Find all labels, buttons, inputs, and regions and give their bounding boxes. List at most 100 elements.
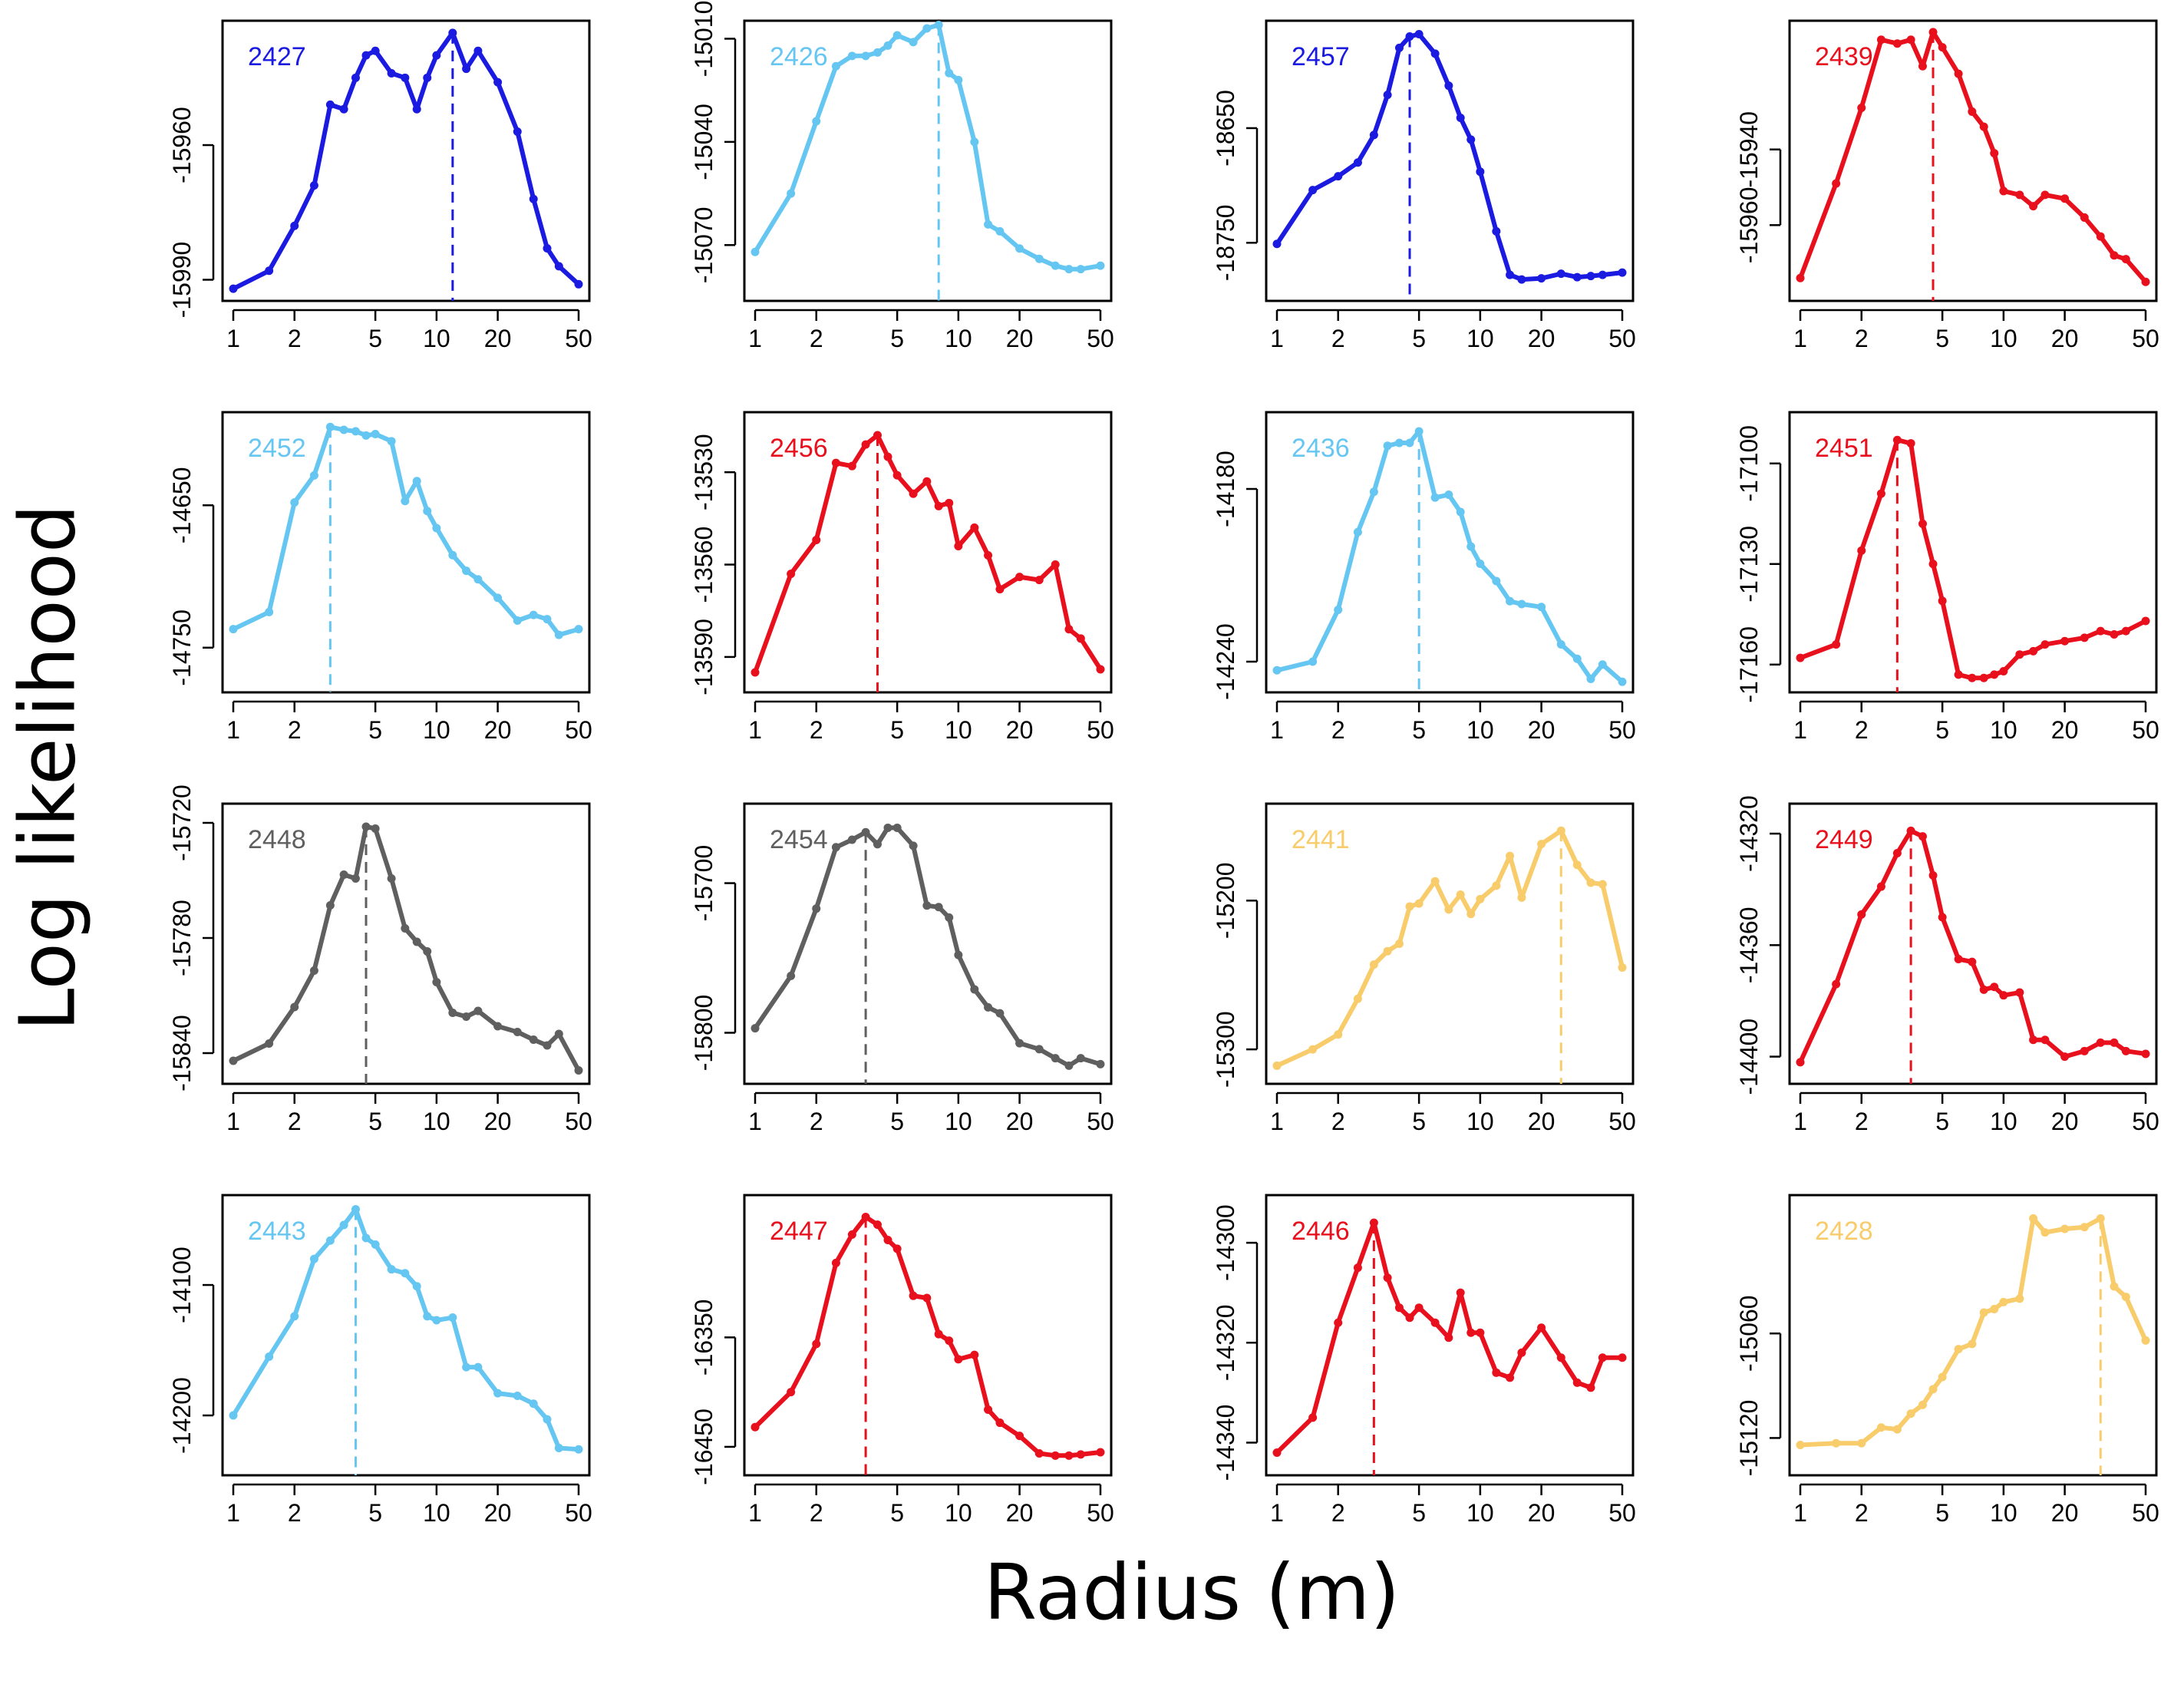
data-point bbox=[1466, 910, 1476, 919]
x-tick-label: 50 bbox=[1087, 716, 1114, 744]
data-point bbox=[2029, 646, 2038, 656]
data-point bbox=[473, 1006, 483, 1016]
data-point bbox=[2110, 251, 2119, 260]
x-tick-label: 50 bbox=[2132, 716, 2159, 744]
series-line bbox=[753, 433, 1103, 675]
data-point bbox=[883, 452, 892, 461]
y-tick-label: -13590 bbox=[690, 619, 718, 695]
data-point bbox=[1334, 1030, 1343, 1039]
data-point bbox=[812, 1339, 821, 1349]
data-point bbox=[954, 950, 963, 959]
y-tick-label: -17160 bbox=[1735, 626, 1763, 703]
data-point bbox=[401, 73, 410, 82]
data-point bbox=[1051, 560, 1060, 570]
data-point bbox=[751, 1422, 760, 1432]
x-tick-label: 10 bbox=[1466, 1108, 1494, 1135]
data-point bbox=[1430, 49, 1440, 58]
data-point bbox=[1857, 104, 1866, 112]
series-line bbox=[1798, 828, 2148, 1065]
x-tick-label: 2 bbox=[810, 1108, 823, 1135]
panel-frame bbox=[1788, 411, 2158, 694]
data-point bbox=[1999, 991, 2008, 1000]
data-point bbox=[2060, 636, 2070, 646]
x-tick-label: 20 bbox=[1006, 716, 1034, 744]
x-tick-label: 5 bbox=[1412, 716, 1426, 744]
data-point bbox=[1096, 1059, 1105, 1068]
data-point bbox=[1383, 946, 1392, 956]
x-tick-label: 5 bbox=[368, 325, 382, 352]
data-point bbox=[873, 840, 882, 849]
data-point bbox=[229, 1056, 238, 1065]
data-point bbox=[387, 68, 396, 78]
data-point bbox=[412, 937, 421, 946]
data-point bbox=[1369, 1218, 1378, 1227]
y-tick-label: -15720 bbox=[168, 784, 196, 861]
data-point bbox=[922, 24, 932, 33]
data-point bbox=[229, 284, 238, 293]
data-point bbox=[290, 1312, 299, 1321]
data-point bbox=[229, 625, 238, 634]
x-axis-title: Radius (m) bbox=[983, 1547, 1400, 1637]
panel-frame bbox=[1788, 1194, 2158, 1477]
data-point bbox=[401, 924, 410, 933]
y-tick-label: -17130 bbox=[1735, 526, 1763, 603]
data-point bbox=[1572, 272, 1582, 282]
y-tick-label: -15010 bbox=[690, 1, 718, 78]
data-point bbox=[473, 575, 483, 584]
data-point bbox=[309, 471, 318, 480]
data-point bbox=[847, 1230, 856, 1239]
data-point bbox=[1979, 122, 1988, 131]
data-point bbox=[873, 431, 882, 440]
data-point bbox=[1954, 670, 1963, 679]
data-point bbox=[574, 279, 583, 289]
x-tick-label: 20 bbox=[484, 325, 512, 352]
y-tick-label: -15960 bbox=[168, 107, 196, 183]
data-point bbox=[325, 422, 335, 431]
x-tick-label: 1 bbox=[1270, 1499, 1284, 1527]
data-point bbox=[265, 607, 274, 616]
x-tick-label: 20 bbox=[484, 1108, 512, 1135]
data-point bbox=[1537, 1323, 1546, 1333]
x-tick-label: 1 bbox=[1793, 1499, 1807, 1527]
data-point bbox=[1517, 893, 1526, 902]
y-tick-label: -15040 bbox=[690, 104, 718, 180]
panel-label: 2456 bbox=[770, 434, 828, 463]
data-point bbox=[1456, 890, 1465, 900]
panel-label: 2443 bbox=[248, 1217, 306, 1246]
data-point bbox=[922, 477, 932, 486]
data-point bbox=[995, 1009, 1005, 1018]
data-point bbox=[1968, 673, 1977, 682]
data-point bbox=[1476, 894, 1485, 903]
data-point bbox=[1928, 871, 1938, 880]
data-point bbox=[1892, 39, 1902, 48]
panel-label: 2446 bbox=[1292, 1217, 1350, 1246]
x-tick-label: 10 bbox=[1990, 1108, 2017, 1135]
data-point bbox=[1444, 905, 1453, 914]
data-point bbox=[1272, 239, 1282, 249]
data-point bbox=[1832, 1438, 1841, 1448]
data-point bbox=[2121, 1293, 2130, 1302]
x-tick-label: 10 bbox=[1466, 325, 1494, 352]
panel-2428: 1 2 5 10 20 50 -15060 -15120 2428 bbox=[1735, 1194, 2159, 1527]
y-tick-label: -14750 bbox=[168, 609, 196, 686]
data-point bbox=[995, 585, 1005, 594]
data-point bbox=[529, 1399, 538, 1409]
x-tick-label: 20 bbox=[2051, 1108, 2079, 1135]
data-point bbox=[2141, 1336, 2150, 1345]
data-point bbox=[1918, 832, 1927, 841]
data-point bbox=[1968, 107, 1977, 116]
data-point bbox=[1906, 35, 1915, 45]
data-point bbox=[351, 427, 360, 436]
data-point bbox=[493, 78, 503, 87]
x-tick-label: 5 bbox=[1412, 1499, 1426, 1527]
data-point bbox=[1353, 1263, 1362, 1273]
series-line bbox=[231, 824, 581, 1073]
data-point bbox=[2096, 1214, 2105, 1223]
y-tick-label: -14300 bbox=[1212, 1204, 1239, 1281]
x-tick-label: 10 bbox=[1990, 1499, 2017, 1527]
data-point bbox=[1414, 1303, 1424, 1313]
panel-label: 2426 bbox=[770, 42, 828, 71]
data-point bbox=[1999, 667, 2008, 676]
data-point bbox=[909, 841, 918, 850]
